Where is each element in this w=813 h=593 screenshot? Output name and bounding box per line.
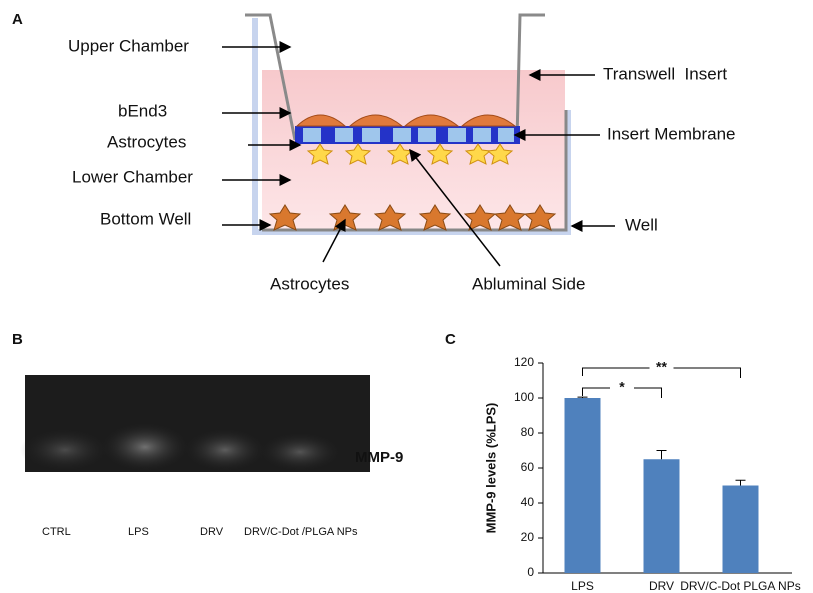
error-bar xyxy=(736,480,746,485)
y-tick-label: 20 xyxy=(521,530,535,544)
y-axis-label: MMP-9 levels (%LPS) xyxy=(483,403,498,534)
diagram-label: Lower Chamber xyxy=(72,167,193,186)
y-tick-label: 0 xyxy=(527,565,534,579)
error-bar xyxy=(657,451,667,460)
panel-label: B xyxy=(12,331,23,348)
significance-label: * xyxy=(619,379,625,395)
x-tick-label: LPS xyxy=(571,579,594,593)
y-tick-label: 40 xyxy=(521,495,535,509)
bar xyxy=(644,459,680,573)
figure: A B C Upper Chamber bEnd3 Astrocyt xyxy=(0,0,813,593)
diagram-label: Upper Chamber xyxy=(68,36,189,55)
y-tick-label: 100 xyxy=(514,390,534,404)
gel-band xyxy=(20,428,110,472)
bar xyxy=(565,398,601,573)
panel-label: A xyxy=(12,11,23,28)
transwell-diagram: Upper Chamber bEnd3 Astrocytes Lower Cha… xyxy=(68,15,736,293)
lane-label: DRV/C-Dot /PLGA NPs xyxy=(244,526,358,538)
significance-label: ** xyxy=(656,359,667,375)
diagram-label: Well xyxy=(625,215,658,234)
gel: MMP-9 CTRL LPS DRV DRV/C-Dot /PLGA NPs xyxy=(20,375,403,538)
y-tick-label: 120 xyxy=(514,355,534,369)
diagram-label: Transwell Insert xyxy=(603,64,727,83)
band-label: MMP-9 xyxy=(355,449,403,466)
lane-label: LPS xyxy=(128,526,149,538)
diagram-label: Insert Membrane xyxy=(607,124,736,143)
panel-label: C xyxy=(445,331,456,348)
lane-label: CTRL xyxy=(42,526,71,538)
y-tick-label: 60 xyxy=(521,460,535,474)
gel-band xyxy=(258,432,342,472)
gel-band xyxy=(183,428,267,472)
diagram-label: Astrocytes xyxy=(270,274,349,293)
diagram-label: Abluminal Side xyxy=(472,274,585,293)
bar xyxy=(723,486,759,574)
x-tick-label: DRV/C-Dot PLGA NPs xyxy=(680,579,800,593)
gel-band xyxy=(100,422,190,472)
y-tick-label: 80 xyxy=(521,425,535,439)
lane-label: DRV xyxy=(200,526,224,538)
diagram-label: Astrocytes xyxy=(107,132,186,151)
diagram-label: bEnd3 xyxy=(118,101,167,120)
x-tick-label: DRV xyxy=(649,579,674,593)
error-bar xyxy=(578,397,588,398)
diagram-label: Bottom Well xyxy=(100,209,191,228)
bar-chart: MMP-9 levels (%LPS) 0 20 40 60 80 100 120 LPS DR… xyxy=(483,355,800,593)
